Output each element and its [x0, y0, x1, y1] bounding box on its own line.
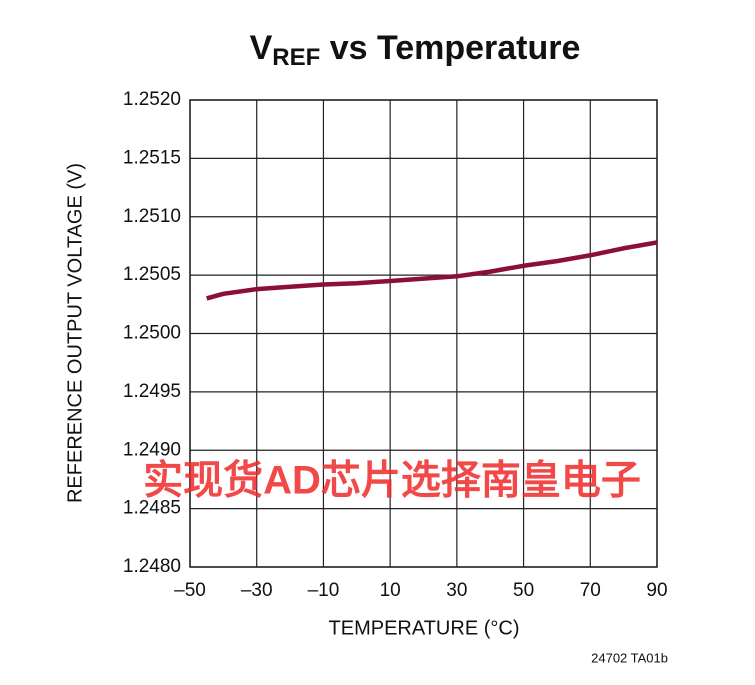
x-tick-label: 50 [513, 580, 534, 601]
y-tick-label: 1.2515 [123, 147, 181, 168]
x-tick-label: 90 [646, 580, 667, 601]
title-subscript: REF [272, 44, 320, 71]
x-axis-label: TEMPERATURE (°C) [329, 617, 520, 639]
y-tick-label: 1.2500 [123, 323, 181, 344]
x-tick-label: 70 [580, 580, 601, 601]
title-main: V [250, 29, 273, 67]
y-axis-label: REFERENCE OUTPUT VOLTAGE (V) [64, 163, 86, 503]
x-tick-label: 10 [380, 580, 401, 601]
y-tick-label: 1.2480 [123, 556, 181, 577]
y-tick-label: 1.2495 [123, 381, 181, 402]
x-tick-label: –50 [174, 580, 206, 601]
chart-title: VREF vs Temperature [250, 29, 581, 71]
y-tick-label: 1.2490 [123, 439, 181, 460]
footnote: 24702 TA01b [591, 650, 668, 665]
y-tick-label: 1.2485 [123, 498, 181, 519]
y-tick-label: 1.2505 [123, 264, 181, 285]
y-tick-label: 1.2510 [123, 206, 181, 227]
watermark: 实现货AD芯片选择南皇电子 [143, 459, 641, 503]
x-tick-label: –10 [308, 580, 340, 601]
data-line [206, 240, 658, 301]
title-rest: vs Temperature [320, 29, 580, 67]
x-tick-label: 30 [446, 580, 467, 601]
y-tick-label: 1.2520 [123, 89, 181, 110]
x-tick-label: –30 [241, 580, 273, 601]
